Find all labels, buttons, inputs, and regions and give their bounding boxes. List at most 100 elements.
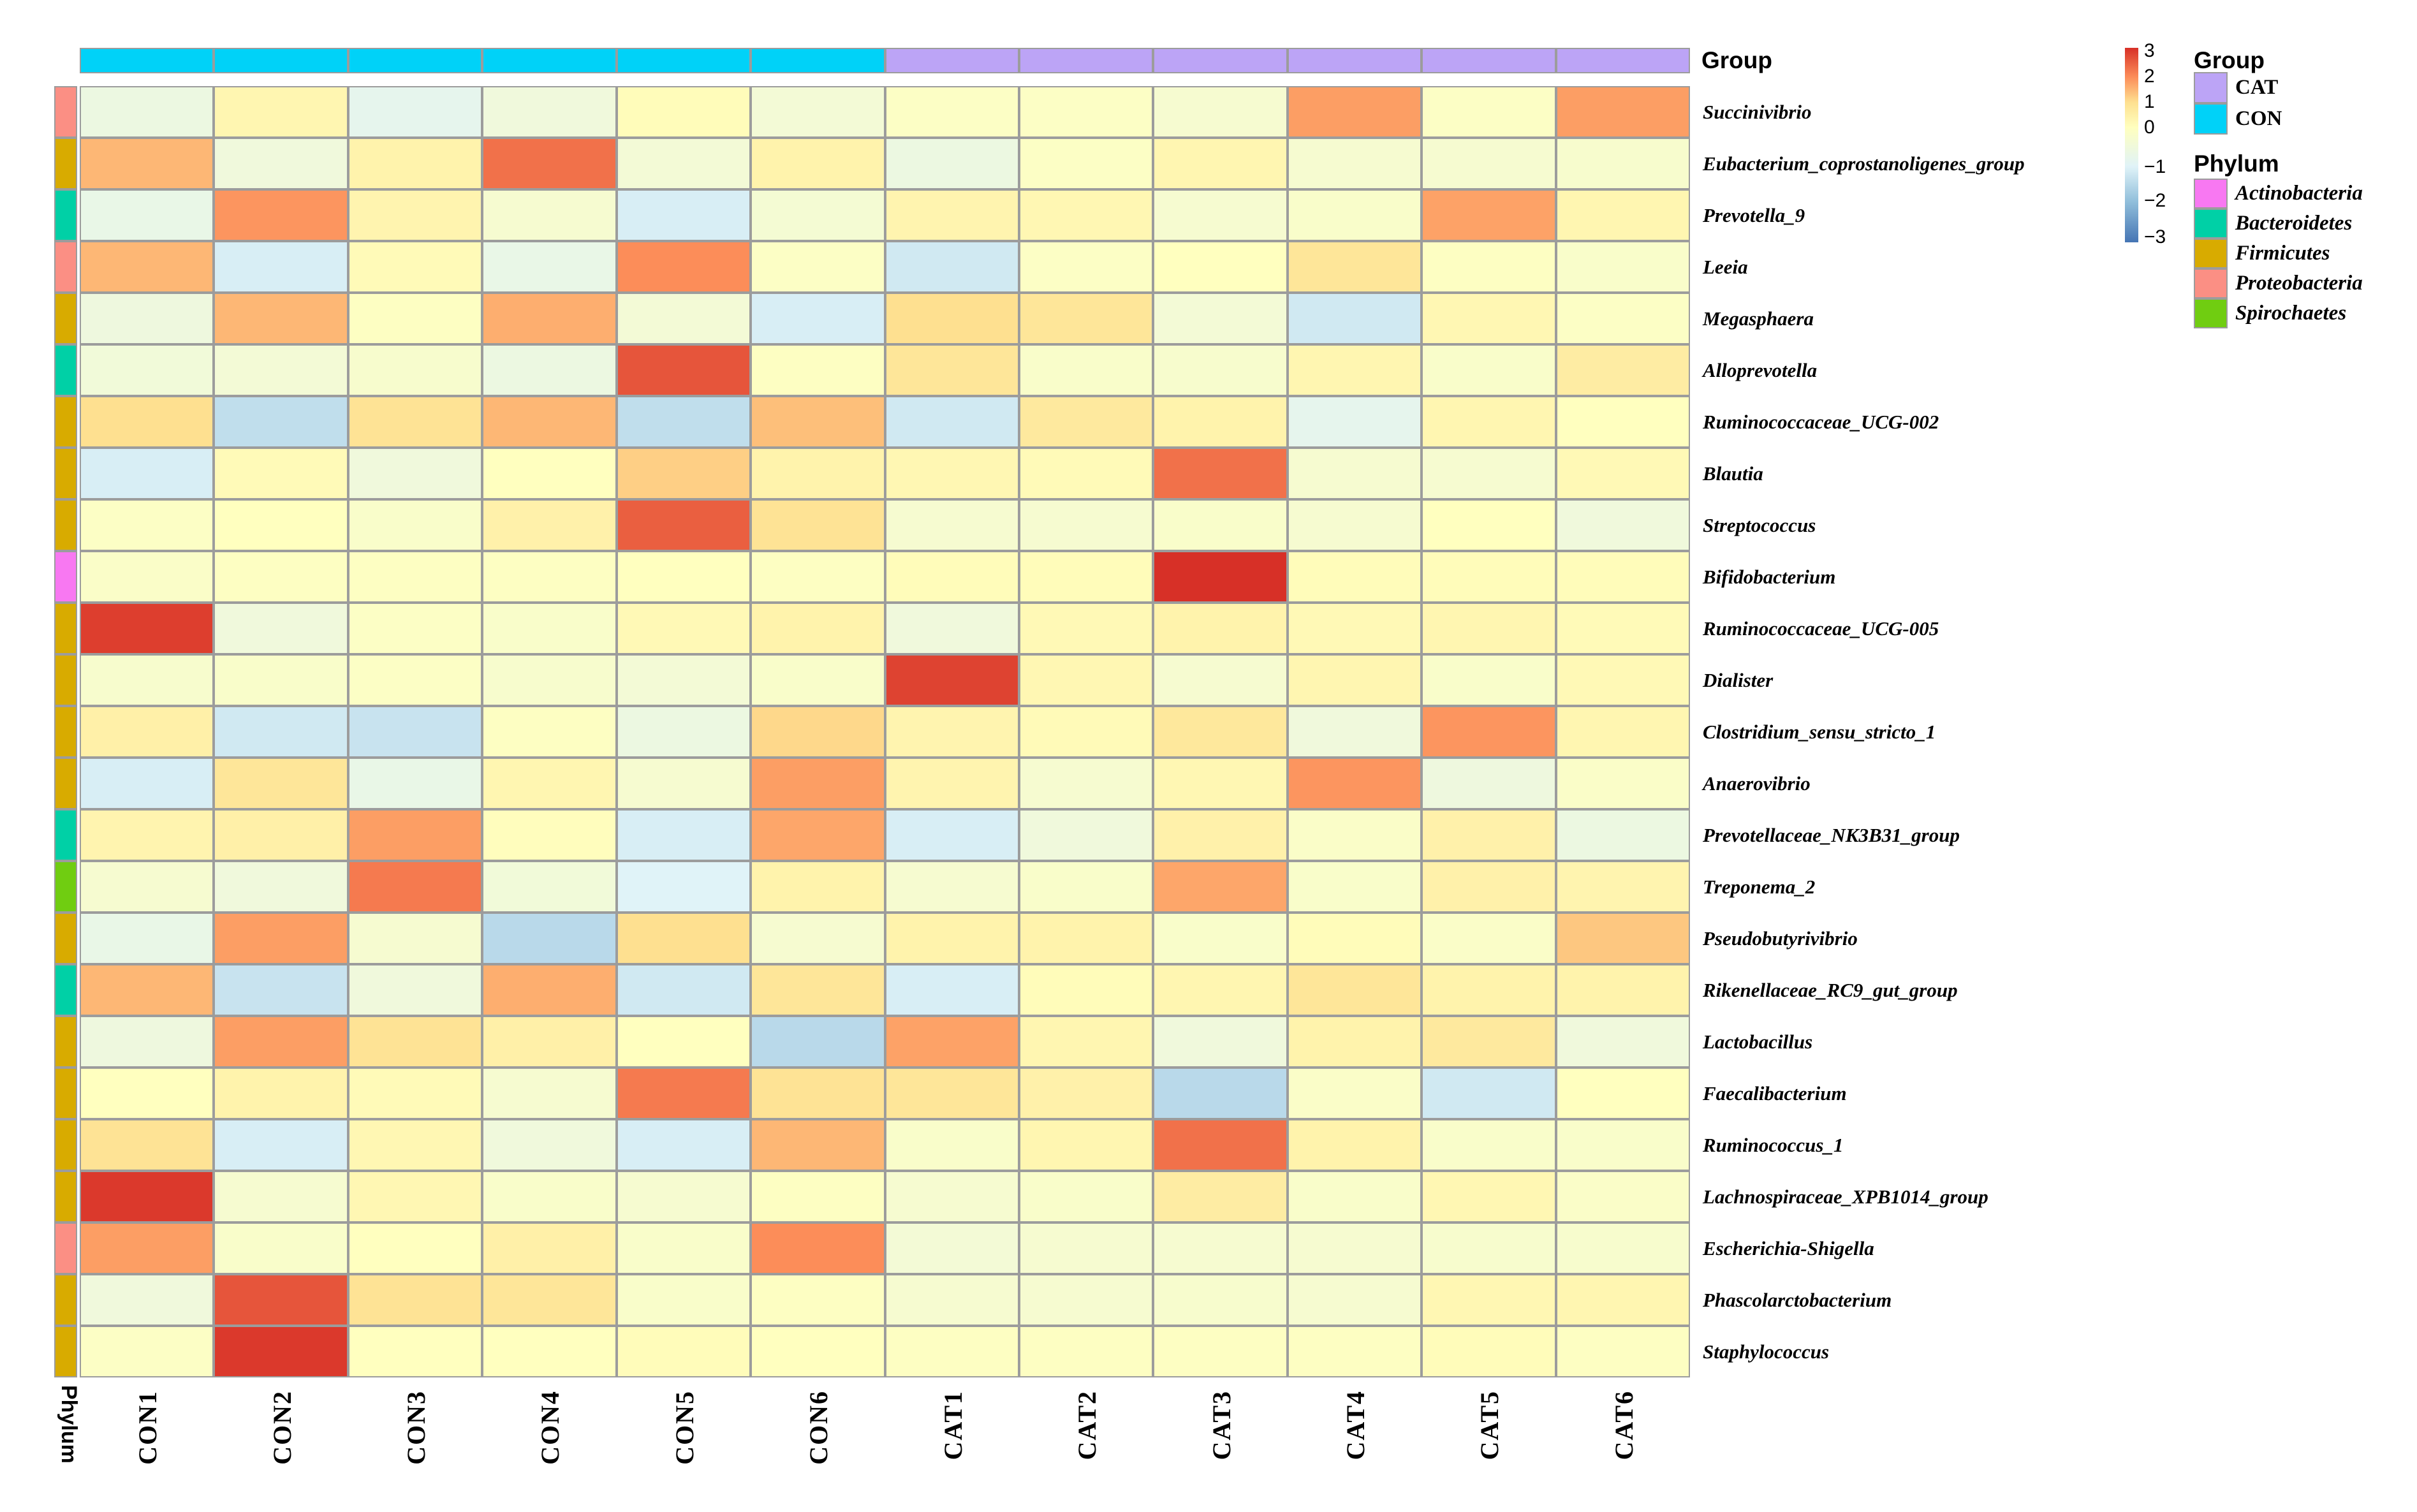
heatmap-cell-Pseudobutyrivibrio-CAT1 <box>885 913 1019 964</box>
colorbar-tick-0: 0 <box>2144 117 2155 138</box>
heatmap-cell-Ruminococcus_1-CAT2 <box>1018 1119 1154 1171</box>
heatmap-cell-Anaerovibrio-CON6 <box>751 758 885 809</box>
heatmap-cell-Staphylococcus-CON4 <box>482 1326 617 1377</box>
row-label-Prevotellaceae_NK3B31_group: Prevotellaceae_NK3B31_group <box>1703 823 1960 846</box>
heatmap-cell-Eubacterium_coprostanoligenes_group-CON1 <box>80 138 214 189</box>
heatmap-cell-Eubacterium_coprostanoligenes_group-CON4 <box>482 138 617 189</box>
heatmap-cell-Lachnospiraceae_XPB1014_group-CON6 <box>751 1171 885 1222</box>
heatmap-cell-Pseudobutyrivibrio-CON4 <box>482 913 617 964</box>
column-label-CAT5: CAT5 <box>1475 1390 1504 1460</box>
column-label-CAT2: CAT2 <box>1073 1390 1102 1460</box>
heatmap-cell-Rikenellaceae_RC9_gut_group-CON5 <box>616 964 751 1016</box>
heatmap-cell-Blautia-CON1 <box>80 448 214 499</box>
heatmap-cell-Treponema_2-CAT1 <box>885 861 1019 913</box>
heatmap-cell-Dialister-CAT3 <box>1153 654 1288 706</box>
heatmap-cell-Lachnospiraceae_XPB1014_group-CON2 <box>214 1171 348 1222</box>
heatmap-cell-Rikenellaceae_RC9_gut_group-CAT2 <box>1018 964 1154 1016</box>
phylum-strip-cell-Clostridium_sensu_stricto_1 <box>54 706 77 758</box>
row-label-Bifidobacterium: Bifidobacterium <box>1703 565 1836 588</box>
phylum-strip-cell-Blautia <box>54 448 77 499</box>
phylum-strip-cell-Pseudobutyrivibrio <box>54 913 77 964</box>
row-label-Phascolarctobacterium: Phascolarctobacterium <box>1703 1288 1892 1311</box>
colorbar-tick-−2: −2 <box>2144 190 2166 211</box>
group-bar-cell-CON5 <box>616 48 751 73</box>
heatmap-cell-Prevotellaceae_NK3B31_group-CON3 <box>348 809 483 861</box>
heatmap-cell-Pseudobutyrivibrio-CON2 <box>214 913 348 964</box>
phylum-strip-cell-Anaerovibrio <box>54 758 77 809</box>
heatmap-cell-Lachnospiraceae_XPB1014_group-CAT2 <box>1018 1171 1154 1222</box>
heatmap-cell-Prevotella_9-CON6 <box>751 189 885 241</box>
heatmap-cell-Alloprevotella-CON3 <box>348 344 483 396</box>
heatmap-cell-Lactobacillus-CAT5 <box>1422 1016 1556 1068</box>
heatmap-cell-Alloprevotella-CAT4 <box>1287 344 1422 396</box>
heatmap-cell-Treponema_2-CON5 <box>616 861 751 913</box>
heatmap-cell-Lachnospiraceae_XPB1014_group-CAT6 <box>1555 1171 1690 1222</box>
column-label-CON5: CON5 <box>670 1390 699 1465</box>
heatmap-cell-Eubacterium_coprostanoligenes_group-CAT6 <box>1555 138 1690 189</box>
phylum-axis-label: Phylum <box>57 1385 81 1464</box>
heatmap-cell-Ruminococcaceae_UCG-005-CAT6 <box>1555 603 1690 654</box>
heatmap-cell-Ruminococcus_1-CAT1 <box>885 1119 1019 1171</box>
heatmap-cell-Rikenellaceae_RC9_gut_group-CON6 <box>751 964 885 1016</box>
column-label-CAT6: CAT6 <box>1609 1390 1638 1460</box>
group-bar-cell-CAT4 <box>1287 48 1422 73</box>
heatmap-cell-Succinivibrio-CAT3 <box>1153 86 1288 138</box>
heatmap-cell-Escherichia-Shigella-CON2 <box>214 1222 348 1274</box>
heatmap-cell-Alloprevotella-CON1 <box>80 344 214 396</box>
heatmap-cell-Staphylococcus-CON1 <box>80 1326 214 1377</box>
group-bar-cell-CON6 <box>751 48 885 73</box>
heatmap-cell-Leeia-CON3 <box>348 241 483 293</box>
heatmap-cell-Anaerovibrio-CON4 <box>482 758 617 809</box>
heatmap-cell-Ruminococcaceae_UCG-002-CON1 <box>80 396 214 448</box>
group-bar-cell-CAT5 <box>1422 48 1556 73</box>
heatmap-cell-Dialister-CAT4 <box>1287 654 1422 706</box>
heatmap-cell-Megasphaera-CAT3 <box>1153 293 1288 344</box>
heatmap-cell-Lachnospiraceae_XPB1014_group-CAT3 <box>1153 1171 1288 1222</box>
heatmap-cell-Prevotella_9-CAT4 <box>1287 189 1422 241</box>
heatmap-cell-Blautia-CON5 <box>616 448 751 499</box>
phylum-strip-cell-Megasphaera <box>54 293 77 344</box>
heatmap-cell-Clostridium_sensu_stricto_1-CAT2 <box>1018 706 1154 758</box>
heatmap-cell-Clostridium_sensu_stricto_1-CON4 <box>482 706 617 758</box>
heatmap-cell-Prevotella_9-CON1 <box>80 189 214 241</box>
phylum-strip-cell-Ruminococcaceae_UCG-002 <box>54 396 77 448</box>
heatmap-cell-Phascolarctobacterium-CON4 <box>482 1274 617 1326</box>
colorbar-tick-2: 2 <box>2144 66 2155 87</box>
heatmap-cell-Succinivibrio-CAT1 <box>885 86 1019 138</box>
heatmap-cell-Ruminococcaceae_UCG-002-CAT6 <box>1555 396 1690 448</box>
heatmap-cell-Clostridium_sensu_stricto_1-CAT1 <box>885 706 1019 758</box>
heatmap-cell-Succinivibrio-CON3 <box>348 86 483 138</box>
heatmap-cell-Ruminococcaceae_UCG-005-CON3 <box>348 603 483 654</box>
legend-swatch-Proteobacteria <box>2194 268 2228 298</box>
heatmap-cell-Blautia-CON2 <box>214 448 348 499</box>
heatmap-cell-Lachnospiraceae_XPB1014_group-CAT1 <box>885 1171 1019 1222</box>
heatmap-cell-Lactobacillus-CON5 <box>616 1016 751 1068</box>
heatmap-cell-Alloprevotella-CAT3 <box>1153 344 1288 396</box>
heatmap-cell-Escherichia-Shigella-CON4 <box>482 1222 617 1274</box>
heatmap-cell-Succinivibrio-CON1 <box>80 86 214 138</box>
heatmap-cell-Prevotellaceae_NK3B31_group-CON6 <box>751 809 885 861</box>
heatmap-cell-Rikenellaceae_RC9_gut_group-CON2 <box>214 964 348 1016</box>
heatmap-cell-Eubacterium_coprostanoligenes_group-CAT1 <box>885 138 1019 189</box>
phylum-strip-cell-Dialister <box>54 654 77 706</box>
heatmap-cell-Ruminococcaceae_UCG-005-CAT1 <box>885 603 1019 654</box>
column-label-CAT3: CAT3 <box>1207 1390 1236 1460</box>
heatmap-cell-Dialister-CON1 <box>80 654 214 706</box>
heatmap-cell-Megasphaera-CON6 <box>751 293 885 344</box>
legend-label-CON: CON <box>2235 107 2282 130</box>
heatmap-cell-Dialister-CON4 <box>482 654 617 706</box>
heatmap-cell-Succinivibrio-CAT6 <box>1555 86 1690 138</box>
heatmap-cell-Treponema_2-CON4 <box>482 861 617 913</box>
row-label-Ruminococcaceae_UCG-005: Ruminococcaceae_UCG-005 <box>1703 617 1939 640</box>
heatmap-cell-Anaerovibrio-CAT1 <box>885 758 1019 809</box>
heatmap-cell-Prevotella_9-CON4 <box>482 189 617 241</box>
heatmap-cell-Phascolarctobacterium-CAT1 <box>885 1274 1019 1326</box>
heatmap-cell-Staphylococcus-CON2 <box>214 1326 348 1377</box>
phylum-strip-cell-Faecalibacterium <box>54 1068 77 1119</box>
heatmap-cell-Prevotellaceae_NK3B31_group-CON4 <box>482 809 617 861</box>
heatmap-cell-Prevotellaceae_NK3B31_group-CAT4 <box>1287 809 1422 861</box>
heatmap-cell-Phascolarctobacterium-CAT5 <box>1422 1274 1556 1326</box>
heatmap-cell-Prevotellaceae_NK3B31_group-CAT2 <box>1018 809 1154 861</box>
heatmap-cell-Treponema_2-CAT2 <box>1018 861 1154 913</box>
column-label-CAT1: CAT1 <box>938 1390 967 1460</box>
